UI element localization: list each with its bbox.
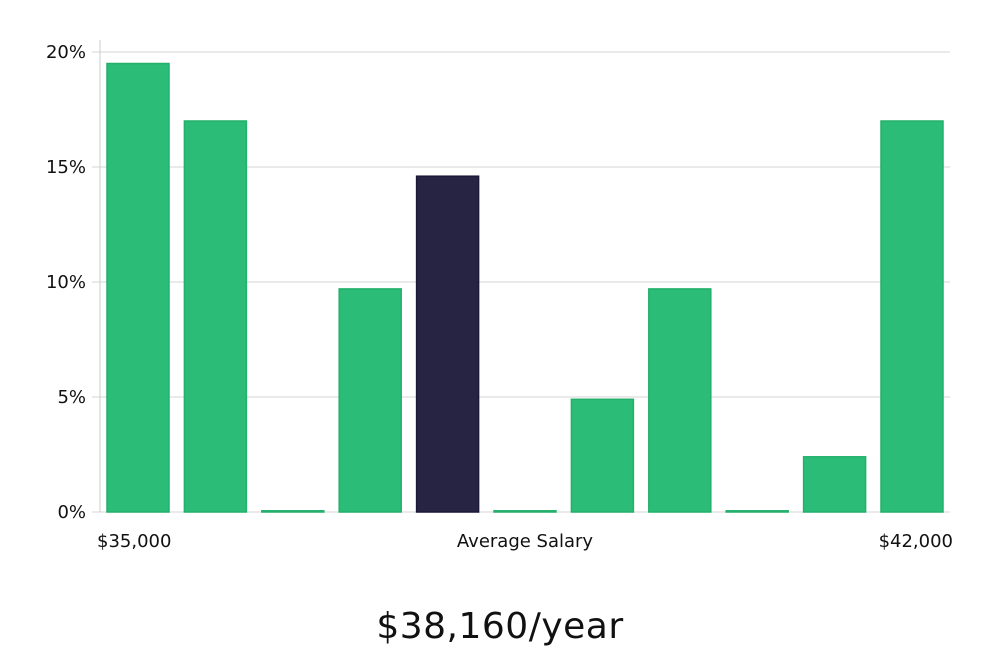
bar (570, 398, 635, 513)
bar (338, 288, 402, 513)
y-tick-label: 20% (46, 42, 86, 63)
y-tick-label: 10% (46, 272, 86, 293)
bar (106, 62, 170, 513)
x-axis-left-label: $35,000 (97, 531, 171, 552)
average-salary-headline: $38,160/year (376, 606, 624, 647)
bar (880, 120, 944, 513)
y-tick-label: 15% (46, 157, 86, 178)
x-axis-title: Average Salary (457, 531, 594, 552)
bar (183, 120, 248, 513)
bars (106, 62, 944, 513)
y-tick-label: 0% (57, 502, 86, 523)
x-axis-right-label: $42,000 (879, 531, 953, 552)
bar-highlighted (415, 175, 480, 513)
y-tick-label: 5% (57, 387, 86, 408)
bar (802, 456, 867, 513)
y-axis-ticks: 0% 5% 10% 15% 20% (46, 42, 86, 523)
bar (725, 510, 789, 513)
bar (261, 510, 325, 513)
salary-histogram: 0% 5% 10% 15% 20% $35,000 Average Salary $42… (46, 40, 953, 552)
bar (648, 288, 712, 513)
bar (493, 510, 557, 513)
